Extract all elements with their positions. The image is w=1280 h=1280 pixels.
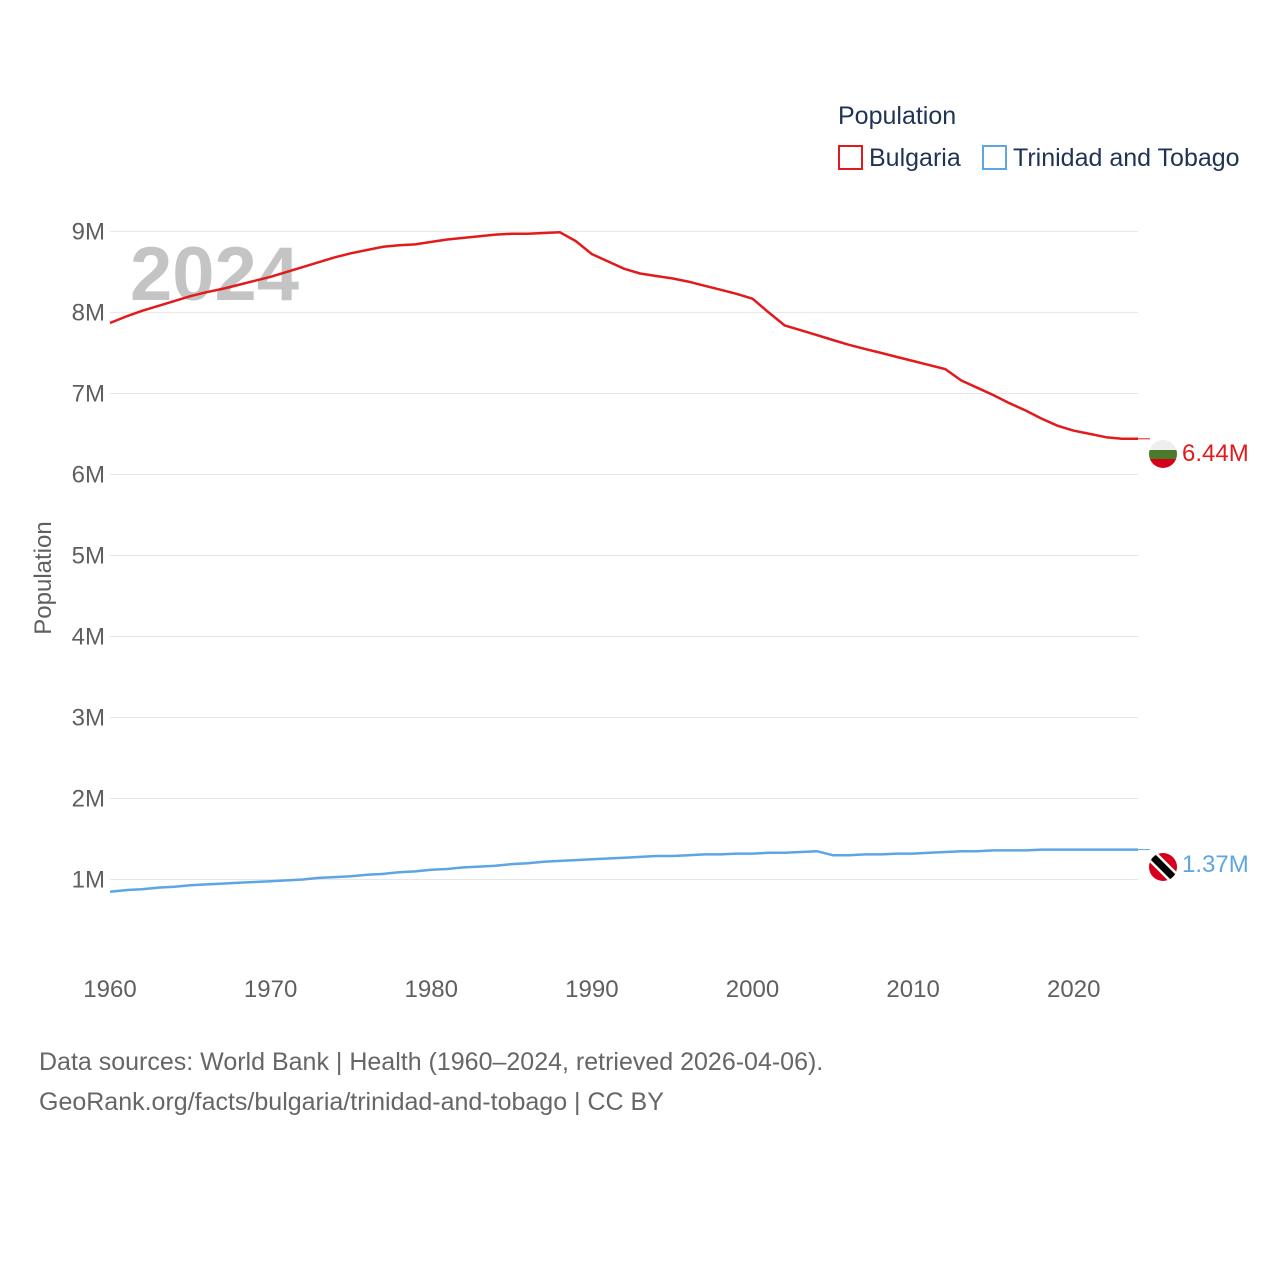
series-lines	[109, 230, 1150, 893]
y-tick-label: 4M	[72, 623, 105, 650]
series-line-trinidad-and-tobago[interactable]	[109, 848, 1138, 893]
legend: Population Bulgaria Trinidad and Tobago	[838, 102, 1240, 172]
y-tick-label: 1M	[72, 867, 105, 894]
x-tick-label: 1970	[244, 976, 297, 1003]
y-axis: 1M 2M 3M 4M 5M 6M 7M 8M 9M	[72, 218, 105, 893]
end-label-trinidad-and-tobago: 1.37M	[1182, 851, 1249, 878]
x-tick-label: 2010	[886, 976, 939, 1003]
source-link[interactable]: GeoRank.org/facts/bulgaria/trinidad-and-…	[39, 1088, 664, 1116]
line-chart: Population Bulgaria Trinidad and Tobago …	[30, 102, 1249, 1003]
legend-swatch-trinidad-and-tobago[interactable]	[982, 145, 1007, 170]
y-tick-label: 9M	[72, 218, 105, 245]
x-tick-label: 2020	[1047, 976, 1100, 1003]
y-tick-label: 2M	[72, 786, 105, 813]
legend-swatch-bulgaria[interactable]	[838, 145, 863, 170]
source-note: Data sources: World Bank | Health (1960–…	[39, 1042, 823, 1122]
x-axis: 1960 1970 1980 1990 2000 2010 2020	[83, 976, 1100, 1003]
bulgaria-flag-icon	[1149, 440, 1177, 468]
legend-label-trinidad-and-tobago[interactable]: Trinidad and Tobago	[1013, 144, 1240, 172]
y-axis-label: Population	[30, 521, 57, 634]
y-tick-label: 7M	[72, 380, 105, 407]
end-label-bulgaria: 6.44M	[1182, 440, 1249, 467]
series-line-bulgaria[interactable]	[109, 230, 1138, 441]
x-tick-label: 2000	[726, 976, 779, 1003]
trinidad-and-tobago-flag-icon	[1149, 853, 1177, 881]
x-tick-label: 1990	[565, 976, 618, 1003]
y-tick-label: 8M	[72, 299, 105, 326]
y-tick-label: 5M	[72, 542, 105, 569]
y-tick-label: 3M	[72, 705, 105, 732]
source-line: Data sources: World Bank | Health (1960–…	[39, 1048, 824, 1076]
x-tick-label: 1960	[83, 976, 136, 1003]
year-watermark: 2024	[130, 232, 299, 317]
legend-title: Population	[838, 102, 956, 130]
y-tick-label: 6M	[72, 461, 105, 488]
grid	[110, 230, 1138, 881]
x-tick-label: 1980	[405, 976, 458, 1003]
legend-label-bulgaria[interactable]: Bulgaria	[869, 144, 961, 172]
